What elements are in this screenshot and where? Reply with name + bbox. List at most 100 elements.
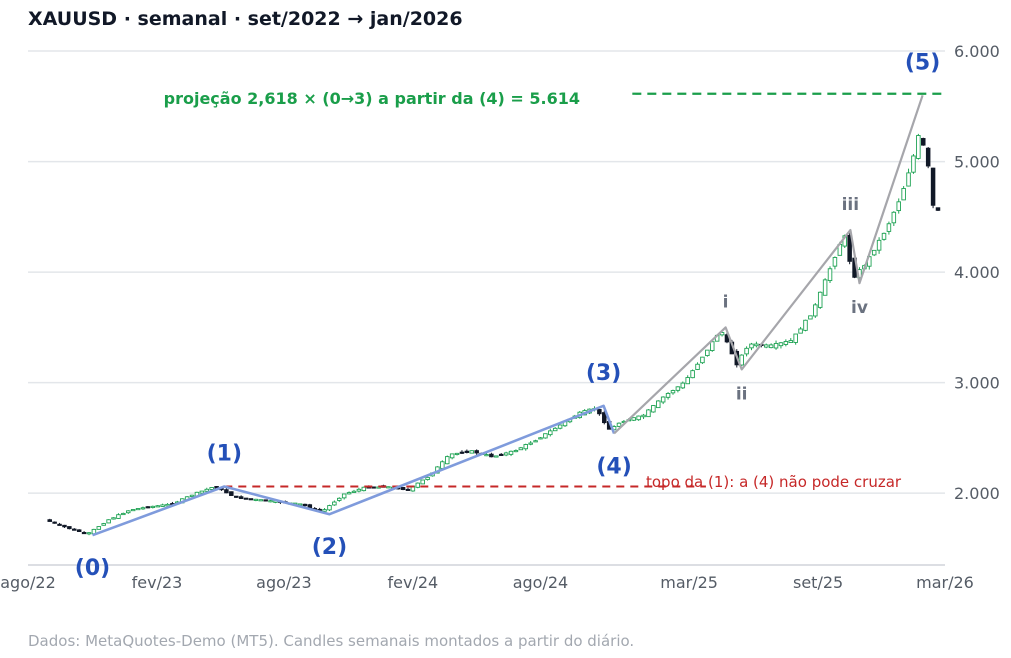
candle [484,454,489,457]
candle [440,461,445,469]
candle [449,453,455,459]
candle [101,523,106,526]
candle [503,452,509,456]
candle [817,291,823,308]
candle [145,506,151,509]
candle [881,232,887,240]
candle [444,456,450,465]
grid [28,50,945,566]
candle [822,279,828,296]
candle [405,488,411,491]
candle [749,343,754,349]
candle [297,503,303,506]
candle [906,172,911,187]
candle [768,344,774,349]
candle [233,495,239,498]
x-tick-label: ago/24 [513,573,569,592]
y-tick-label: 4.000 [954,263,1000,282]
candle [660,396,666,403]
candle [204,488,210,492]
candle [224,489,229,494]
candle [67,526,72,530]
candle [788,340,794,343]
candle [140,507,146,510]
candle [494,455,499,458]
candle [690,370,695,379]
candle [921,138,926,146]
candle [886,223,892,232]
candle [111,517,116,520]
candle [155,505,160,508]
candle [832,257,838,267]
wave-label: (1) [207,442,242,467]
candle [386,486,391,489]
candle [656,400,661,409]
candle [763,344,769,348]
y-tick-label: 6.000 [954,42,1000,61]
candle [258,499,264,502]
x-tick-label: mar/26 [916,573,974,592]
candle [238,496,244,499]
candle [341,493,347,499]
candle [130,509,136,512]
candle [616,422,622,427]
candle [248,498,254,501]
candle [896,201,901,212]
candle [783,341,789,345]
candle [533,440,538,443]
candle [420,479,425,485]
candle [356,488,362,492]
candle [597,409,602,415]
wave-paths [92,94,924,537]
candle [52,521,57,524]
candle [508,450,514,455]
candle [268,500,273,503]
candle [778,342,784,347]
candle [528,442,533,445]
candle [454,452,460,456]
candle [685,377,690,385]
candle [808,315,813,320]
candle [602,412,607,424]
candle [346,492,352,495]
candle [518,447,524,451]
top-of-1-annotation: topo da (1): a (4) não pode cruzar [646,473,902,491]
projection-annotation: projeção 2,618 × (0→3) a partir da (4) =… [164,89,580,108]
candle [243,497,249,500]
candle [871,249,877,256]
candle [675,386,681,391]
wave-label: (0) [75,556,110,581]
wave-label: (5) [905,50,940,75]
x-tick-label: fev/24 [388,573,439,592]
candle [754,343,759,347]
wave-label: iii [842,195,859,215]
candle [332,501,337,506]
candle [361,486,367,492]
candle [165,503,170,507]
candle [199,490,205,494]
sub-wave-path [613,94,924,435]
candle [793,333,798,343]
wave-label: ii [736,384,748,404]
candle [351,490,357,493]
candle [744,347,749,355]
x-tick-label: ago/22 [0,573,56,592]
candle [469,450,475,454]
candle [646,409,651,418]
main-wave-path [92,404,616,537]
candle [739,354,744,366]
candle [135,508,141,511]
candle [916,135,921,159]
candle [548,430,553,436]
candle [474,450,479,454]
candle [150,505,156,508]
candle [126,510,131,514]
candle [160,504,165,507]
candle [459,451,465,454]
candle [263,499,268,502]
wave-label: (2) [312,535,347,560]
wave-label: (4) [596,454,631,479]
candle [631,417,636,421]
candle [489,453,494,458]
candle [322,509,327,512]
